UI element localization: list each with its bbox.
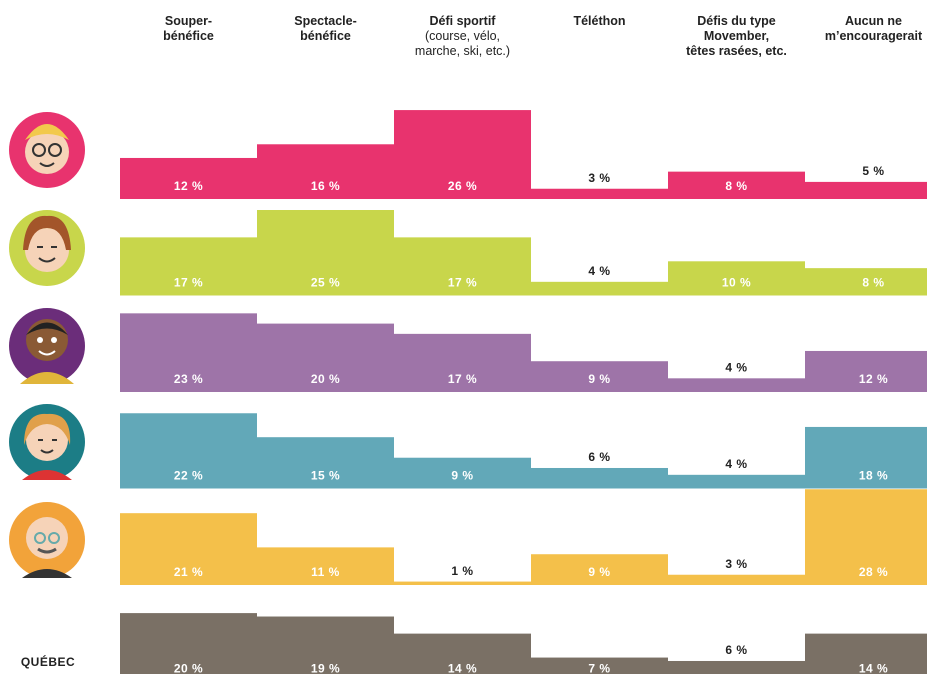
bar — [531, 554, 668, 585]
value-label: 19 % — [311, 662, 340, 674]
category-header: Téléthon — [531, 14, 668, 29]
bar — [668, 574, 805, 585]
value-label: 6 % — [725, 643, 747, 657]
category-label: Spectacle- bénéfice — [294, 14, 357, 43]
bar — [394, 581, 531, 585]
value-label: 4 % — [725, 457, 747, 471]
value-label: 18 % — [859, 469, 888, 483]
bar — [120, 513, 257, 585]
value-label: 11 % — [311, 565, 340, 579]
category-header: Défi sportif (course, vélo, marche, ski, … — [394, 14, 531, 59]
value-label: 8 % — [862, 276, 884, 290]
bar — [805, 181, 927, 199]
category-label: Téléthon — [573, 14, 626, 28]
bar — [394, 237, 531, 296]
value-label: 14 % — [448, 662, 477, 674]
bar — [120, 613, 257, 674]
bar — [805, 268, 927, 296]
bar — [805, 350, 927, 392]
bar — [120, 313, 257, 392]
value-label: 4 % — [725, 360, 747, 374]
value-label: 20 % — [174, 662, 203, 674]
value-label: 22 % — [174, 469, 203, 483]
bar — [257, 323, 394, 392]
category-label: Défi sportif — [429, 14, 496, 28]
bar — [257, 144, 394, 199]
value-label: 3 % — [588, 171, 610, 185]
bar — [805, 426, 927, 489]
value-label: 14 % — [859, 662, 888, 674]
value-label: 23 % — [174, 372, 203, 386]
value-label: 17 % — [448, 276, 477, 290]
bar — [531, 281, 668, 296]
category-label: Souper- bénéfice — [163, 14, 214, 43]
bar — [257, 616, 394, 674]
value-label: 16 % — [311, 179, 340, 193]
bar — [531, 361, 668, 392]
value-label: 12 % — [859, 372, 888, 386]
category-header: Aucun ne m’encouragerait — [805, 14, 927, 44]
value-label: 3 % — [725, 557, 747, 571]
bar — [668, 660, 805, 674]
value-label: 26 % — [448, 179, 477, 193]
avatar — [9, 404, 85, 480]
bar — [394, 110, 531, 199]
bar — [257, 547, 394, 585]
bar — [120, 157, 257, 199]
value-label: 5 % — [862, 164, 884, 178]
bar — [394, 633, 531, 674]
bar — [531, 657, 668, 674]
value-label: 6 % — [588, 450, 610, 464]
row-label: QUÉBEC — [21, 654, 75, 669]
value-label: 9 % — [588, 372, 610, 386]
value-label: 21 % — [174, 565, 203, 579]
value-label: 20 % — [311, 372, 340, 386]
value-label: 15 % — [311, 469, 340, 483]
category-detail: (course, vélo, marche, ski, etc.) — [414, 29, 511, 58]
bar — [394, 333, 531, 392]
value-label: 10 % — [722, 276, 751, 290]
value-label: 1 % — [451, 564, 473, 578]
value-label: 8 % — [725, 179, 747, 193]
category-label: Aucun ne m’encouragerait — [824, 14, 923, 43]
bar — [394, 457, 531, 489]
category-header: Défis du type Movember, têtes rasées, et… — [668, 14, 805, 59]
value-label: 12 % — [174, 179, 203, 193]
bar — [531, 188, 668, 199]
bar — [531, 467, 668, 489]
bar — [120, 237, 257, 296]
bar — [257, 437, 394, 489]
bar — [668, 171, 805, 199]
value-label: 7 % — [588, 662, 610, 674]
value-label: 28 % — [859, 565, 888, 579]
value-label: 9 % — [588, 565, 610, 579]
bar — [805, 489, 927, 585]
avatar — [9, 502, 85, 578]
bar — [668, 378, 805, 392]
bar — [668, 474, 805, 489]
value-label: 9 % — [451, 469, 473, 483]
category-header: Souper- bénéfice — [120, 14, 257, 44]
bar — [668, 261, 805, 296]
avatar — [9, 308, 85, 384]
bar — [120, 413, 257, 489]
value-label: 4 % — [588, 264, 610, 278]
category-header: Spectacle- bénéfice — [257, 14, 394, 44]
avatar — [9, 210, 85, 286]
value-label: 25 % — [311, 276, 340, 290]
bar — [805, 633, 927, 674]
value-label: 17 % — [448, 372, 477, 386]
bar — [257, 210, 394, 296]
category-label: Défis du type Movember, têtes rasées, et… — [686, 14, 787, 58]
avatar — [9, 112, 85, 188]
value-label: 17 % — [174, 276, 203, 290]
avatars — [9, 112, 85, 578]
